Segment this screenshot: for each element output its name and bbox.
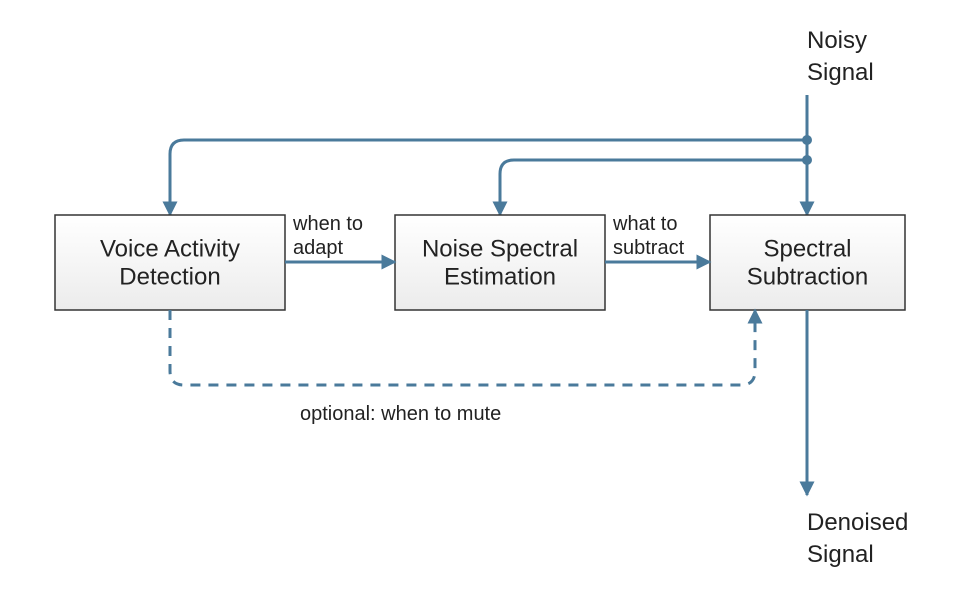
output-label-2: Signal bbox=[807, 541, 874, 568]
edge-label-adapt-2: adapt bbox=[293, 237, 343, 259]
output-label-1: Denoised bbox=[807, 509, 908, 536]
edge-input-to-vad bbox=[170, 140, 807, 215]
node-vad-label-1: Voice Activity bbox=[100, 236, 240, 263]
edge-label-adapt-1: when to bbox=[292, 213, 363, 235]
edge-label-subtract-1: what to bbox=[612, 213, 677, 235]
input-label-1: Noisy bbox=[807, 27, 867, 54]
node-vad-label-2: Detection bbox=[119, 264, 220, 291]
node-vad bbox=[55, 215, 285, 310]
edge-label-mute: optional: when to mute bbox=[300, 403, 501, 425]
node-nse-label-2: Estimation bbox=[444, 264, 556, 291]
node-ss-label-1: Spectral bbox=[763, 236, 851, 263]
node-ss bbox=[710, 215, 905, 310]
edge-mute-dashed bbox=[170, 310, 755, 385]
node-nse bbox=[395, 215, 605, 310]
node-nse-label-1: Noise Spectral bbox=[422, 236, 578, 263]
edge-label-subtract-2: subtract bbox=[613, 237, 685, 259]
edge-input-to-nse bbox=[500, 160, 807, 215]
node-ss-label-2: Subtraction bbox=[747, 264, 868, 291]
input-label-2: Signal bbox=[807, 59, 874, 86]
